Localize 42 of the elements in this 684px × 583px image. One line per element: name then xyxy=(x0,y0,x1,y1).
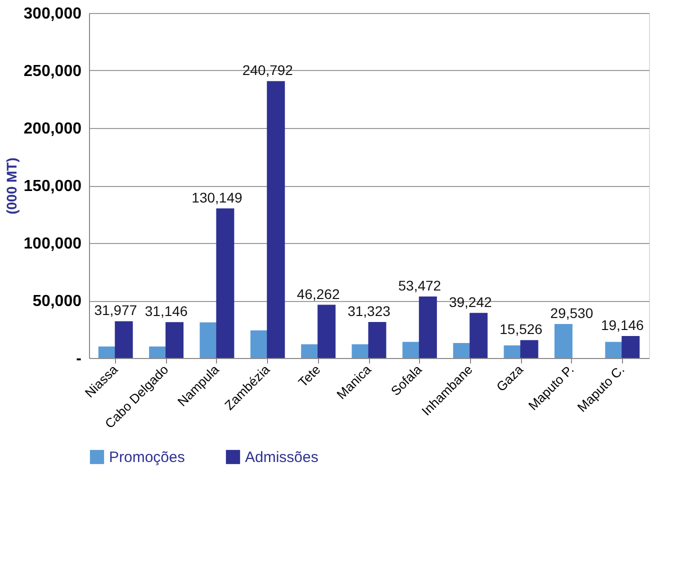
y-axis-title: (000 MT) xyxy=(4,158,20,214)
y-tick-label: - xyxy=(76,350,82,368)
bar xyxy=(266,81,285,358)
bar xyxy=(166,322,184,358)
bar xyxy=(368,322,386,358)
bar xyxy=(622,336,640,358)
bar xyxy=(418,296,437,358)
y-tick-label: 100,000 xyxy=(24,236,82,252)
legend-label: Admissões xyxy=(245,449,318,466)
data-label: 53,472 xyxy=(398,278,442,294)
bar xyxy=(250,330,268,358)
bar xyxy=(200,322,218,358)
y-tick-label: 200,000 xyxy=(24,120,82,138)
bar xyxy=(98,346,116,358)
bar xyxy=(114,321,133,358)
bar xyxy=(504,345,522,358)
bar xyxy=(318,304,336,358)
data-label: 31,146 xyxy=(144,303,188,320)
data-label: 29,530 xyxy=(550,305,594,322)
bar xyxy=(470,312,488,358)
bar xyxy=(520,340,538,358)
bar xyxy=(453,343,472,358)
y-tick-label: 300,000 xyxy=(24,6,82,22)
bar xyxy=(554,324,572,358)
data-label: 39,242 xyxy=(448,294,492,310)
y-tick-label: 250,000 xyxy=(24,63,82,80)
data-label: 130,149 xyxy=(192,189,242,206)
bar xyxy=(216,208,234,358)
data-label: 31,323 xyxy=(348,302,391,319)
data-label: 46,262 xyxy=(296,286,340,302)
legend-label: Promoções xyxy=(109,449,185,466)
bar xyxy=(301,344,320,358)
data-label: 31,977 xyxy=(94,302,138,318)
x-tick-label: Tete xyxy=(295,362,324,390)
bar xyxy=(402,342,420,358)
data-label: 240,792 xyxy=(242,62,294,78)
bar xyxy=(149,346,168,358)
data-label: 15,526 xyxy=(500,321,543,338)
data-label: 19,146 xyxy=(600,316,644,333)
y-tick-label: 150,000 xyxy=(24,178,82,195)
bar xyxy=(605,342,624,358)
y-tick-label: 50,000 xyxy=(32,293,82,310)
